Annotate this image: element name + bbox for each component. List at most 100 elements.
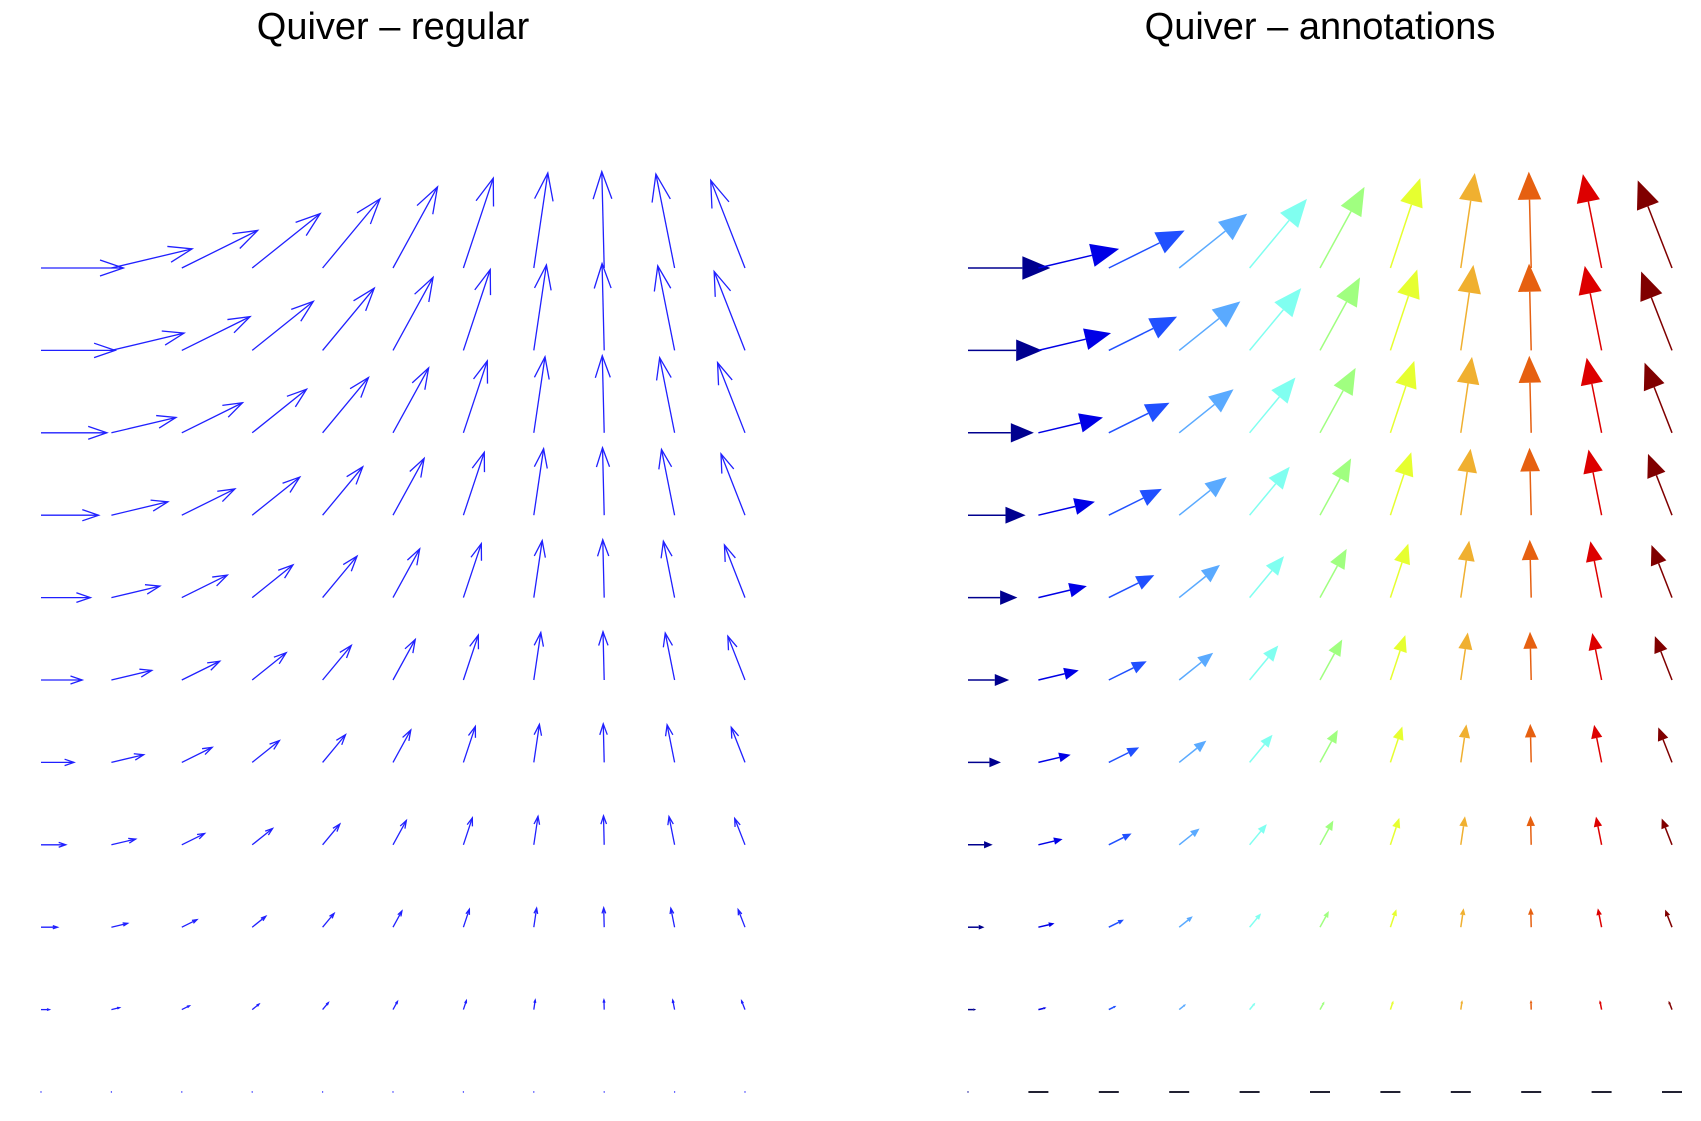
arrow-shaft: [1593, 560, 1603, 598]
arrow: [111, 584, 162, 599]
arrow-head: [1578, 265, 1602, 296]
arrow-head: [1113, 1005, 1117, 1009]
arrow: [968, 256, 1051, 280]
arrow-shaft: [1249, 219, 1290, 269]
arrow: [1456, 356, 1480, 433]
arrow-head: [1661, 818, 1670, 830]
arrow-head: [1271, 377, 1296, 404]
arrow-head: [1394, 452, 1414, 478]
arrow: [651, 172, 676, 269]
arrow-head: [465, 907, 471, 915]
arrow-shaft: [1108, 836, 1124, 846]
arrow: [1178, 1004, 1186, 1011]
arrow-shaft: [1389, 738, 1399, 763]
arrow-shaft: [462, 817, 473, 846]
arrow-shaft: [713, 271, 746, 351]
zero-arrow-mark: [533, 1091, 535, 1093]
arrow-head: [669, 906, 675, 915]
arrow-shaft: [1594, 649, 1603, 681]
arrow-head: [533, 630, 545, 647]
arrow-head: [1392, 817, 1401, 829]
arrow: [727, 634, 746, 681]
arrow-head: [52, 924, 60, 930]
arrow: [1657, 727, 1673, 763]
arrow-head: [1010, 423, 1034, 443]
arrow: [1578, 265, 1603, 351]
arrow-shaft: [322, 912, 335, 928]
arrow-head: [1257, 824, 1267, 834]
arrow: [1588, 633, 1603, 681]
arrow: [1249, 288, 1302, 351]
arrow-head: [658, 447, 673, 470]
arrow-head: [282, 475, 302, 493]
arrow-shaft: [1587, 201, 1603, 269]
arrow: [533, 998, 537, 1010]
arrow-head: [730, 725, 740, 739]
arrow: [41, 425, 109, 440]
arrow: [673, 1091, 676, 1093]
arrow-head: [1456, 356, 1480, 386]
arrow-head: [1148, 316, 1178, 339]
arrow: [111, 414, 178, 434]
arrow-shaft: [1669, 1003, 1673, 1010]
arrow-head: [667, 814, 674, 826]
arrow: [251, 1002, 261, 1011]
arrow-shaft: [1389, 1003, 1394, 1010]
arrow: [713, 269, 746, 351]
arrow-head: [1459, 908, 1466, 916]
arrow: [1389, 635, 1407, 681]
arrow: [1459, 816, 1468, 845]
arrow: [1038, 498, 1095, 516]
arrow-shaft: [1108, 327, 1154, 352]
arrow: [322, 911, 336, 928]
arrow: [671, 998, 676, 1010]
arrow-shaft: [322, 645, 352, 681]
arrow-head: [733, 816, 741, 827]
arrow: [1178, 652, 1214, 681]
arrow-head: [598, 629, 609, 646]
arrow-head: [139, 668, 154, 678]
arrow: [1249, 1002, 1256, 1011]
arrow: [462, 815, 474, 846]
arrow-shaft: [1660, 651, 1673, 681]
arrow-head: [70, 675, 85, 685]
arrow: [603, 1091, 605, 1093]
arrow: [1458, 724, 1471, 763]
arrow-shaft: [181, 746, 213, 763]
arrow: [111, 668, 154, 681]
arrow: [1636, 180, 1673, 269]
arrow: [111, 753, 146, 764]
zero-arrow-mark: [251, 1091, 253, 1093]
arrow-shaft: [1529, 648, 1532, 681]
arrow: [716, 360, 746, 434]
arrow-shaft: [181, 919, 198, 928]
arrow-head: [1599, 1000, 1602, 1004]
arrow-shaft: [392, 548, 421, 598]
arrow: [1249, 824, 1267, 846]
arrow-shaft: [1249, 570, 1273, 599]
arrow-shaft: [601, 355, 605, 433]
arrow: [1599, 1000, 1603, 1010]
arrow: [1520, 447, 1541, 516]
arrow-shaft: [1589, 293, 1603, 351]
arrow-head: [473, 359, 489, 384]
arrow-shaft: [655, 173, 676, 269]
arrow: [111, 837, 138, 846]
arrow: [1389, 543, 1410, 598]
zero-arrow-mark: [110, 1091, 113, 1093]
arrow-shaft: [1389, 915, 1395, 928]
arrow: [1591, 724, 1603, 763]
arrow-head: [196, 832, 207, 840]
arrow-shaft: [1178, 661, 1202, 681]
arrow: [1523, 631, 1538, 681]
arrow: [1178, 564, 1220, 599]
arrow: [1108, 575, 1155, 599]
arrow-head: [150, 499, 170, 512]
arrow-head: [336, 733, 347, 746]
arrow-shaft: [1038, 923, 1050, 928]
arrow-shaft: [1529, 382, 1532, 433]
arrow-shaft: [1460, 649, 1467, 681]
arrow-shaft: [111, 754, 144, 764]
arrow-head: [295, 212, 322, 236]
arrow: [181, 746, 214, 763]
